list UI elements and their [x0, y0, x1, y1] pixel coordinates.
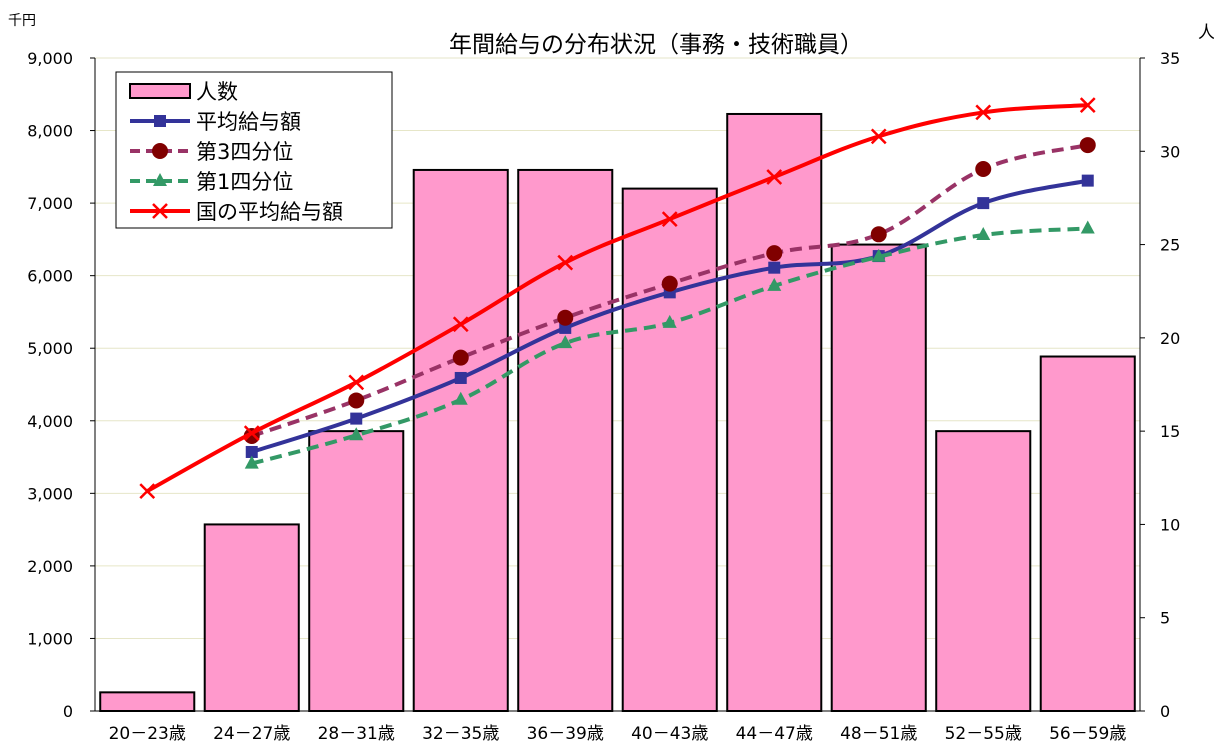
- right-tick-label: 35: [1160, 49, 1180, 68]
- category-label: 28－31歳: [318, 724, 395, 744]
- data-point: [452, 349, 469, 366]
- data-point: [350, 412, 363, 425]
- right-tick-label: 15: [1160, 422, 1180, 441]
- data-point: [452, 316, 469, 333]
- category-label: 44－47歳: [736, 724, 813, 744]
- data-point: [152, 203, 168, 219]
- left-tick-label: 7,000: [27, 194, 73, 213]
- category-label: 52－55歳: [945, 724, 1022, 744]
- line-series: [139, 97, 1096, 500]
- chart-title: 年間給与の分布状況（事務・技術職員）: [449, 32, 863, 58]
- data-point: [661, 275, 678, 292]
- data-point: [245, 445, 258, 458]
- category-label: 48－51歳: [840, 724, 917, 744]
- data-point: [871, 248, 886, 262]
- data-point: [557, 309, 574, 326]
- data-point: [767, 277, 782, 291]
- data-point: [975, 104, 992, 121]
- data-point: [977, 197, 990, 210]
- left-tick-label: 4,000: [27, 412, 73, 431]
- bar: [517, 168, 614, 712]
- data-point: [1081, 174, 1094, 187]
- data-point: [558, 335, 573, 349]
- data-point: [557, 254, 574, 271]
- left-tick-label: 2,000: [27, 557, 73, 576]
- bar: [308, 430, 405, 712]
- legend-label: 第3四分位: [196, 140, 293, 164]
- right-tick-label: 0: [1160, 702, 1170, 721]
- left-tick-label: 1,000: [27, 629, 73, 648]
- right-tick-label: 5: [1160, 609, 1170, 628]
- line-series: [244, 220, 1095, 469]
- data-point: [154, 115, 166, 127]
- data-point: [454, 371, 467, 384]
- category-label: 36－39歳: [527, 724, 604, 744]
- legend-swatch: [129, 83, 191, 99]
- right-tick-label: 10: [1160, 515, 1180, 534]
- data-point: [453, 391, 468, 405]
- left-tick-label: 9,000: [27, 49, 73, 68]
- data-point: [768, 261, 781, 274]
- category-label: 32－35歳: [422, 724, 499, 744]
- right-axis-unit: 人: [1198, 23, 1214, 43]
- data-point: [870, 128, 887, 145]
- line-series: [243, 137, 1096, 445]
- data-point: [766, 245, 783, 262]
- data-point: [348, 392, 365, 409]
- category-label: 20－23歳: [109, 724, 186, 744]
- bar: [830, 243, 927, 712]
- legend-label: 人数: [196, 80, 238, 104]
- data-point: [661, 211, 678, 227]
- right-tick-label: 25: [1160, 236, 1180, 255]
- left-tick-label: 5,000: [27, 339, 73, 358]
- left-tick-label: 8,000: [27, 122, 73, 141]
- left-tick-label: 3,000: [27, 484, 73, 503]
- data-point: [348, 374, 365, 391]
- right-tick-label: 30: [1160, 142, 1180, 161]
- data-point: [243, 425, 260, 441]
- data-point: [870, 226, 887, 243]
- data-point: [662, 314, 677, 328]
- bar: [99, 691, 196, 712]
- bar: [726, 112, 823, 712]
- bar: [621, 187, 718, 713]
- right-tick-label: 20: [1160, 329, 1180, 348]
- legend-label: 平均給与額: [196, 110, 301, 134]
- data-point: [1080, 220, 1095, 234]
- bar: [1039, 355, 1136, 712]
- bar: [412, 168, 509, 712]
- data-point: [152, 143, 168, 159]
- left-tick-label: 6,000: [27, 267, 73, 286]
- category-label: 56－59歳: [1049, 724, 1126, 744]
- data-point: [1079, 97, 1096, 114]
- legend-label: 国の平均給与額: [196, 200, 343, 224]
- left-axis-unit: 千円: [8, 13, 36, 29]
- series-line: [146, 103, 1088, 493]
- data-point: [975, 161, 992, 178]
- data-point: [766, 169, 783, 185]
- data-point: [139, 483, 156, 500]
- legend-label: 第1四分位: [196, 170, 293, 194]
- data-point: [1079, 137, 1096, 154]
- data-point: [153, 173, 167, 186]
- category-label: 24－27歳: [213, 724, 290, 744]
- axes: 0 1,000 2,000 3,000 4,000 5,000 6,000 7,000 8,00…: [27, 49, 1180, 744]
- line-series: [245, 174, 1094, 458]
- line-series-group: [139, 97, 1096, 500]
- bar: [203, 523, 300, 713]
- data-point: [349, 427, 364, 441]
- data-point: [976, 227, 991, 241]
- category-label: 40－43歳: [631, 724, 708, 744]
- bar: [935, 430, 1032, 712]
- left-tick-label: 0: [63, 702, 73, 721]
- data-point: [244, 455, 259, 469]
